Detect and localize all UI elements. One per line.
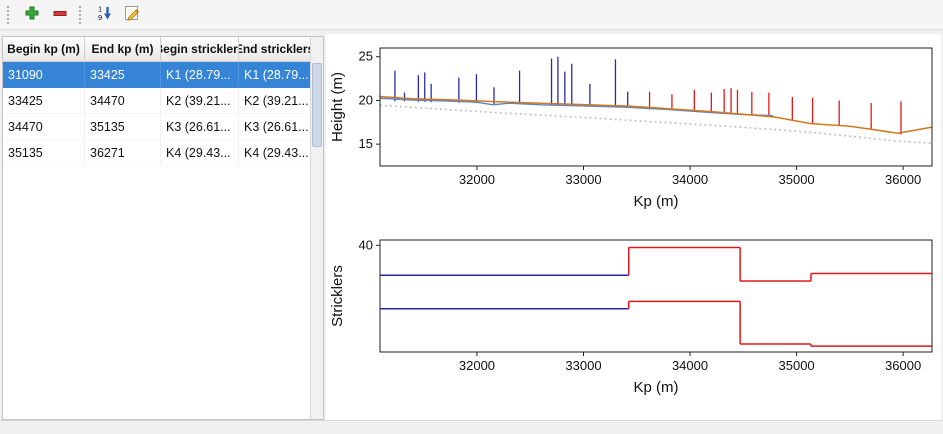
svg-text:1: 1 [98,5,102,14]
toolbar: 1 9 [0,0,943,30]
minus-icon [51,4,69,25]
status-bar [0,420,943,434]
plus-icon [23,4,41,25]
svg-text:34000: 34000 [672,358,708,373]
svg-text:40: 40 [359,237,373,252]
svg-text:9: 9 [98,13,102,22]
svg-text:15: 15 [359,136,373,151]
stricklers-step-chart: 32000 33000 34000 35000 36000 40 Kp (m) Strickl… [329,237,933,396]
table-cell[interactable]: K3 (26.61... [239,114,311,140]
header-begin-kp[interactable]: Begin kp (m) [3,37,85,61]
add-button[interactable] [20,3,44,27]
table-cell[interactable]: K3 (26.61... [161,114,239,140]
remove-button[interactable] [48,3,72,27]
table-row[interactable]: 34470 35135 K3 (26.61... K3 (26.61... [3,114,311,140]
header-end-stricklers[interactable]: End stricklers [239,37,311,61]
charts-panel: 32000 33000 34000 35000 36000 15 20 25 Kp (m) Hei… [326,34,941,420]
svg-text:32000: 32000 [459,358,495,373]
table-cell[interactable]: 35135 [85,114,161,140]
table-cell[interactable]: K4 (29.43... [161,140,239,166]
header-begin-stricklers[interactable]: Begin stricklers [161,37,239,61]
table-cell[interactable]: K2 (39.21... [239,88,311,114]
svg-text:33000: 33000 [565,172,601,187]
header-end-kp[interactable]: End kp (m) [85,37,161,61]
svg-text:32000: 32000 [459,172,495,187]
edit-pencil-icon [123,4,141,25]
table-cell[interactable]: K1 (28.79... [161,62,239,88]
sort-button[interactable]: 1 9 [92,3,116,27]
table-cell[interactable]: 34470 [3,114,85,140]
table-cell[interactable]: 35135 [3,140,85,166]
table-cell[interactable]: 36271 [85,140,161,166]
table-body: 31090 33425 K1 (28.79... K1 (28.79... 33425 3… [3,62,311,166]
table-row[interactable]: 33425 34470 K2 (39.21... K2 (39.21... [3,88,311,114]
svg-text:36000: 36000 [885,172,921,187]
svg-text:20: 20 [359,92,373,107]
height-profile-chart: 32000 33000 34000 35000 36000 15 20 25 Kp (m) Hei… [329,47,933,210]
svg-text:34000: 34000 [672,172,708,187]
table-row[interactable]: 31090 33425 K1 (28.79... K1 (28.79... [3,62,311,88]
table-cell[interactable]: 33425 [85,62,161,88]
table-scrollbar[interactable] [310,37,323,419]
svg-text:Kp (m): Kp (m) [634,193,679,210]
table-row[interactable]: 35135 36271 K4 (29.43... K4 (29.43... [3,140,311,166]
table-cell[interactable]: K4 (29.43... [239,140,311,166]
svg-text:Kp (m): Kp (m) [634,379,679,396]
svg-text:33000: 33000 [565,358,601,373]
table-cell[interactable]: 31090 [3,62,85,88]
svg-text:Stricklers: Stricklers [329,265,346,327]
svg-text:Height (m): Height (m) [329,72,346,142]
table-cell[interactable]: 34470 [85,88,161,114]
toolbar-drag-handle[interactable] [7,5,13,24]
svg-text:35000: 35000 [779,358,815,373]
table-scrollbar-thumb[interactable] [312,63,322,147]
svg-text:25: 25 [359,49,373,64]
svg-text:35000: 35000 [779,172,815,187]
stricklers-table: Begin kp (m) End kp (m) Begin stricklers… [2,36,324,420]
table-header-row: Begin kp (m) End kp (m) Begin stricklers… [3,37,311,62]
table-cell[interactable]: K1 (28.79... [239,62,311,88]
edit-button[interactable] [120,3,144,27]
table-cell[interactable]: 33425 [3,88,85,114]
table-cell[interactable]: K2 (39.21... [161,88,239,114]
sort-numeric-icon: 1 9 [95,4,113,25]
svg-text:36000: 36000 [885,358,921,373]
toolbar-drag-handle-2[interactable] [79,5,85,24]
